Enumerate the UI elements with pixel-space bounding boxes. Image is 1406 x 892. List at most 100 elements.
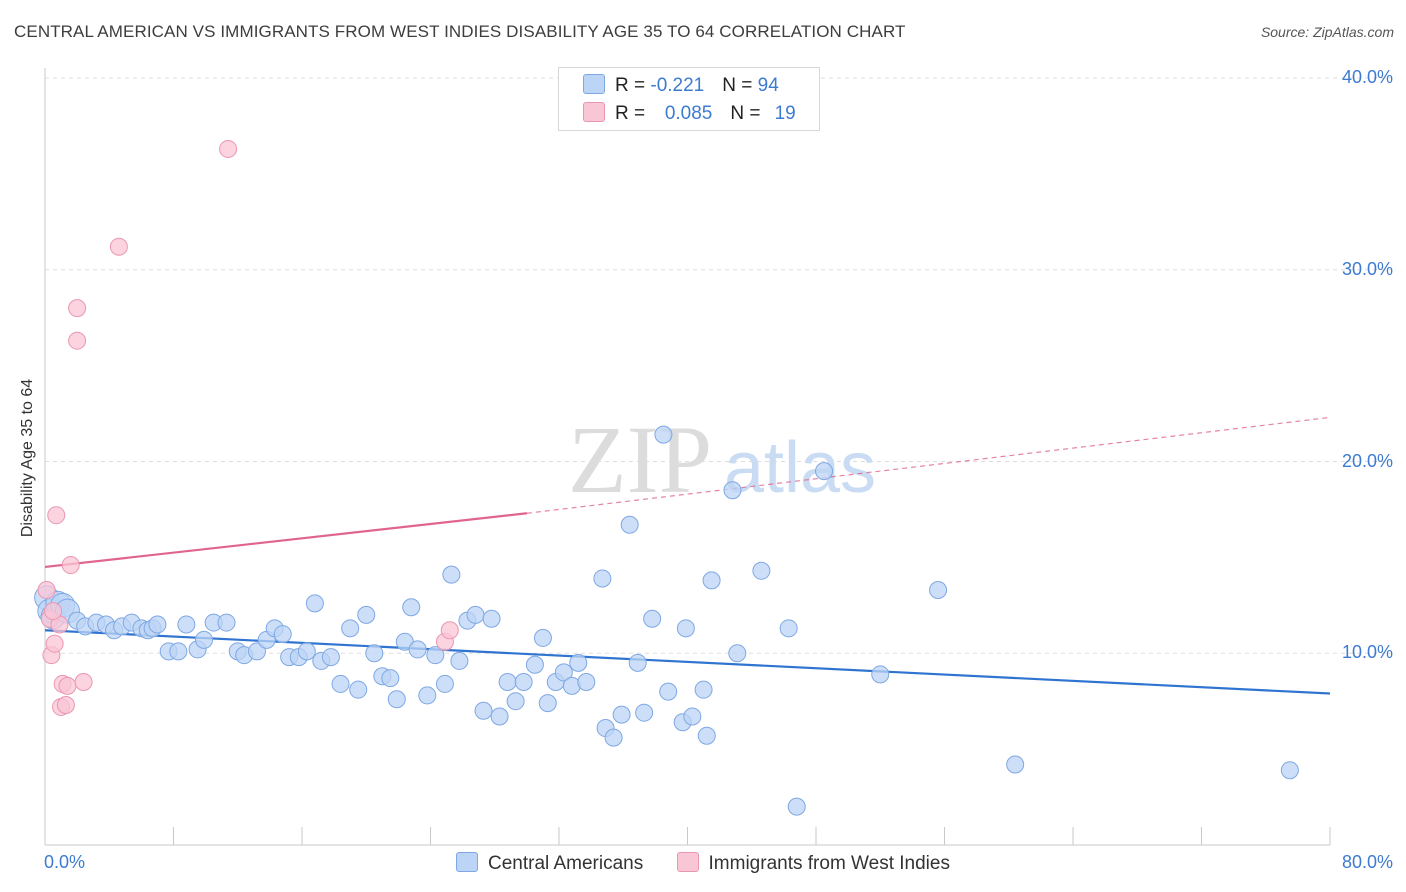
point-central-americans [177,615,196,634]
blue-swatch-icon [456,852,479,872]
legend-label: Immigrants from West Indies [708,853,950,874]
point-central-americans [490,707,509,726]
point-central-americans [482,609,501,628]
point-central-americans [305,594,324,613]
point-west-indies [37,580,56,599]
watermark: ZIP atlas [568,406,876,513]
point-central-americans [341,619,360,638]
point-west-indies [440,621,459,640]
point-central-americans [538,694,557,713]
n-label: N = [730,103,766,124]
point-central-americans [752,561,771,580]
point-west-indies [58,676,77,695]
grid-lines [45,77,1392,654]
point-central-americans [217,613,236,632]
legend-item-central-americans: Central Americans [456,852,643,875]
pink-swatch-icon [676,852,699,872]
point-west-indies [56,696,75,715]
point-central-americans [628,653,647,672]
point-central-americans [654,425,673,444]
point-central-americans [402,598,421,617]
pink-swatch-icon [583,102,605,122]
point-central-americans [787,797,806,816]
point-central-americans [569,653,588,672]
point-west-indies [47,506,66,525]
stats-box: R = -0.221 N = 94 R = 0.085 N = 19 [558,67,820,131]
x-tick-label-max: 80.0% [1341,852,1393,872]
n-label: N = [722,75,758,96]
point-central-americans [533,628,552,647]
point-central-americans [728,644,747,663]
point-central-americans [659,682,678,701]
point-central-americans [620,515,639,534]
y-tick-label: 20.0% [1341,450,1393,471]
point-central-americans [474,701,493,720]
point-central-americans [593,569,612,588]
watermark-zip: ZIP [568,406,712,513]
point-central-americans [450,651,469,670]
point-central-americans [442,565,461,584]
r-label: R = [615,75,651,96]
point-west-indies [44,602,63,621]
point-central-americans [248,642,267,661]
point-central-americans [273,625,292,644]
legend: Central Americans Immigrants from West I… [0,852,1406,875]
point-central-americans [321,648,340,667]
point-central-americans [169,642,188,661]
point-west-indies [74,673,93,692]
point-west-indies [45,634,64,653]
point-central-americans [426,646,445,665]
point-central-americans [331,674,350,693]
point-central-americans [498,673,517,692]
point-central-americans [349,680,368,699]
r-label: R = [615,103,651,124]
point-central-americans [604,728,623,747]
data-points [34,139,1299,816]
point-central-americans [612,705,631,724]
legend-item-west-indies: Immigrants from West Indies [676,852,950,875]
point-west-indies [68,299,87,318]
point-central-americans [357,605,376,624]
point-central-americans [387,690,406,709]
point-central-americans [514,673,533,692]
point-central-americans [525,655,544,674]
stats-row-central-americans: R = -0.221 N = 94 [583,74,779,98]
x-tick-label-min: 0.0% [44,852,86,872]
point-central-americans [702,571,721,590]
trend-line-west-indies [44,512,527,569]
point-west-indies [219,139,238,158]
axes [44,68,1331,846]
point-central-americans [694,680,713,699]
n-value: 94 [757,75,779,96]
point-central-americans [1006,755,1025,774]
y-tick-label: 10.0% [1341,642,1393,663]
point-central-americans [697,726,716,745]
point-central-americans [635,703,654,722]
point-central-americans [506,692,525,711]
point-central-americans [297,642,316,661]
point-central-americans [1280,761,1299,780]
stats-row-west-indies: R = 0.085 N = 19 [583,102,796,126]
r-value: 0.085 [664,103,713,124]
point-central-americans [676,619,695,638]
n-value: 19 [774,103,796,124]
point-west-indies [109,237,128,256]
point-central-americans [381,669,400,688]
point-central-americans [929,580,948,599]
point-west-indies [61,556,80,575]
y-tick-label: 30.0% [1341,258,1393,279]
point-central-americans [365,644,384,663]
point-central-americans [779,619,798,638]
point-central-americans [871,665,890,684]
blue-swatch-icon [583,74,605,94]
chart-title: CENTRAL AMERICAN VS IMMIGRANTS FROM WEST… [14,22,906,41]
point-central-americans [466,605,485,624]
point-central-americans [408,640,427,659]
point-central-americans [577,673,596,692]
point-central-americans [148,615,167,634]
point-west-indies [68,331,87,350]
r-value: -0.221 [650,75,705,96]
legend-label: Central Americans [488,853,644,874]
point-central-americans [418,686,437,705]
